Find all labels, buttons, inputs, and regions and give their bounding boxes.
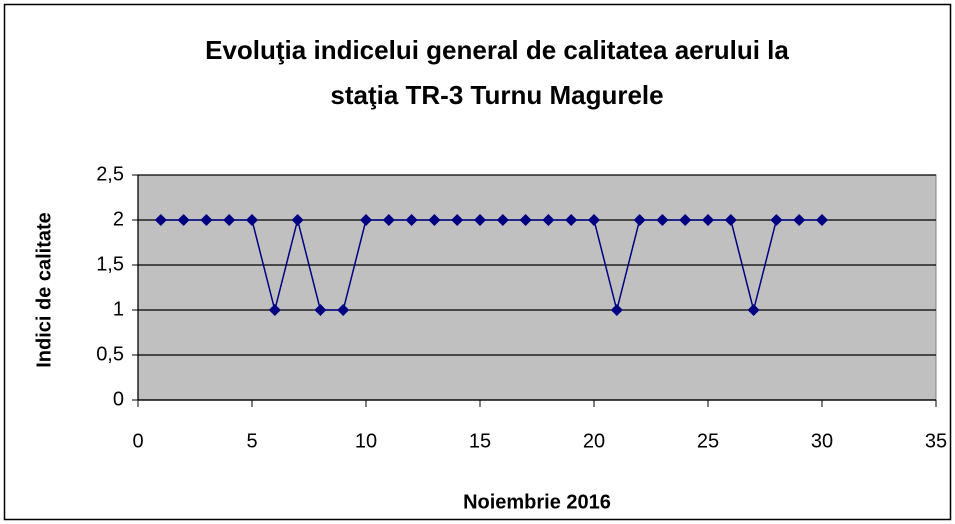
marker [724, 214, 737, 226]
marker [633, 214, 646, 226]
x-tick-label: 30 [811, 430, 833, 452]
plot-area [137, 174, 937, 401]
marker [474, 214, 486, 226]
marker [519, 214, 532, 226]
y-tick-label: 1,5 [96, 253, 124, 275]
marker [200, 214, 213, 226]
marker [588, 214, 600, 226]
marker [382, 214, 395, 226]
marker [223, 214, 236, 226]
marker [793, 214, 806, 226]
marker [496, 214, 509, 226]
x-tick-label: 10 [355, 430, 377, 452]
marker [702, 214, 714, 226]
y-tick-label: 0 [113, 388, 124, 410]
marker [314, 304, 327, 316]
y-axis-label: Indici de calitate [33, 212, 55, 368]
marker [451, 214, 464, 226]
marker [656, 214, 669, 226]
marker [747, 304, 760, 316]
marker [246, 214, 258, 226]
marker [291, 214, 304, 226]
marker [816, 214, 828, 226]
y-tick-label: 2 [113, 208, 124, 230]
chart-title: Evoluţia indicelui general de calitatea … [205, 35, 789, 65]
marker [679, 214, 692, 226]
x-tick-label: 35 [925, 430, 947, 452]
marker [337, 304, 350, 316]
x-tick-label: 20 [583, 430, 605, 452]
marker [565, 214, 578, 226]
y-tick-label: 0,5 [96, 343, 124, 365]
marker [154, 214, 167, 226]
x-tick-label: 5 [246, 430, 257, 452]
marker [428, 214, 441, 226]
marker [770, 214, 783, 226]
x-tick-label: 15 [469, 430, 491, 452]
x-axis-label: Noiembrie 2016 [463, 491, 611, 513]
x-tick-label: 25 [697, 430, 719, 452]
marker [177, 214, 190, 226]
marker [405, 214, 418, 226]
y-tick-label: 2,5 [96, 163, 124, 185]
y-tick-label: 1 [113, 298, 124, 320]
marker [268, 304, 281, 316]
marker [610, 304, 623, 316]
marker [360, 214, 372, 226]
chart-title: staţia TR-3 Turnu Magurele [330, 80, 663, 110]
x-tick-label: 0 [132, 430, 143, 452]
marker [542, 214, 555, 226]
